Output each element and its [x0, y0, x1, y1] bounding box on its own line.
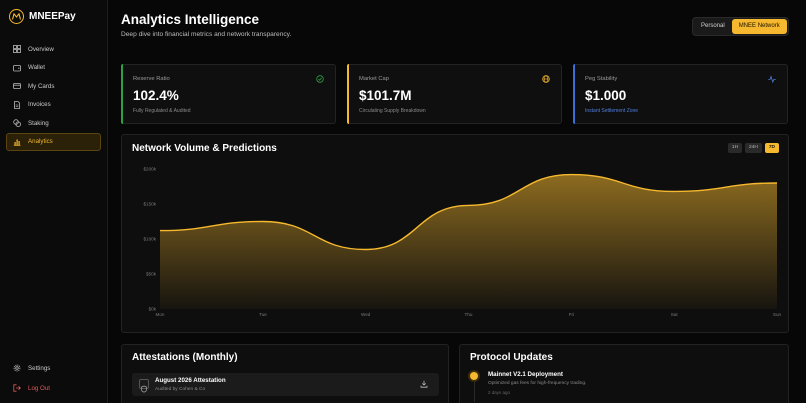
logout-button[interactable]: Log Out	[6, 379, 101, 397]
range-7d[interactable]: 7D	[764, 143, 779, 153]
x-tick-label: Mon	[156, 312, 165, 317]
x-tick-label: Thu	[465, 312, 473, 317]
grid-icon	[13, 45, 21, 53]
range-1h[interactable]: 1H	[727, 143, 743, 153]
protocol-updates-panel: Protocol Updates Mainnet V2.1 Deployment…	[459, 344, 789, 403]
chart-title: Network Volume & Predictions	[132, 143, 277, 154]
attestation-subtitle: Audited by Cohen & Co	[155, 387, 206, 392]
attestations-panel: Attestations (Monthly) August 2026 Attes…	[121, 344, 449, 403]
updates-title: Protocol Updates	[470, 352, 553, 363]
sidebar-item-label: Staking	[28, 119, 49, 127]
logo-icon	[9, 9, 24, 24]
chart-area	[160, 174, 777, 309]
download-icon[interactable]	[420, 380, 428, 388]
sidebar-item-invoices[interactable]: Invoices	[6, 96, 101, 114]
bar-chart-icon	[13, 139, 21, 146]
chart-line	[159, 173, 778, 251]
stat-value: $101.7M	[359, 88, 412, 103]
sidebar-item-label: Wallet	[28, 64, 45, 72]
logout-label: Log Out	[28, 384, 51, 392]
y-tick-label: $50k	[146, 272, 157, 277]
range-24h[interactable]: 24H	[745, 143, 762, 153]
app-name: MNEEPay	[29, 11, 76, 22]
sidebar-item-label: Invoices	[28, 101, 51, 109]
stat-value: $1.000	[585, 88, 627, 103]
update-time: 2 days ago	[488, 390, 511, 395]
attestation-title: August 2026 Attestation	[155, 377, 226, 384]
chart-panel: Network Volume & Predictions 1H 24H 7D $…	[121, 134, 789, 333]
view-toggle: Personal MNEE Network	[692, 17, 789, 36]
sidebar-item-my-cards[interactable]: My Cards	[6, 77, 101, 95]
range-selector: 1H 24H 7D	[727, 143, 779, 153]
stat-card-peg-stability: Peg Stability $1.000 Instant Settlement …	[573, 64, 788, 124]
sidebar: MNEEPay Overview Wallet My Cards Invoice…	[0, 0, 108, 403]
y-tick-label: $100k	[143, 237, 156, 242]
card-accent	[573, 64, 575, 124]
attestation-row[interactable]: August 2026 Attestation Audited by Cohen…	[132, 373, 439, 396]
logo[interactable]: MNEEPay	[9, 9, 76, 24]
timeline-line	[473, 382, 475, 402]
pulse-icon	[768, 75, 776, 83]
update-description: Optimized gas fees for high-frequency tr…	[488, 381, 587, 386]
y-tick-label: $150k	[143, 202, 156, 207]
attestations-title: Attestations (Monthly)	[132, 352, 238, 363]
update-title: Mainnet V2.1 Deployment	[488, 371, 563, 378]
document-icon	[14, 100, 20, 109]
sidebar-item-label: My Cards	[28, 82, 55, 90]
sidebar-bottom: Settings Log Out	[6, 359, 101, 399]
x-tick-label: Tue	[259, 312, 267, 317]
check-circle-icon	[316, 75, 324, 83]
sidebar-item-analytics[interactable]: Analytics	[6, 132, 101, 151]
sidebar-item-label: Analytics	[28, 138, 53, 146]
globe-icon	[542, 75, 550, 83]
stat-value: 102.4%	[133, 88, 179, 103]
stat-label: Peg Stability	[585, 76, 618, 82]
shield-icon	[139, 379, 149, 393]
sidebar-item-label: Overview	[28, 45, 54, 53]
timeline-dot	[470, 372, 478, 380]
logout-icon	[13, 384, 21, 392]
toggle-personal[interactable]: Personal	[701, 23, 725, 29]
page-subtitle: Deep dive into financial metrics and net…	[121, 31, 292, 38]
settings-label: Settings	[28, 364, 51, 372]
stat-note: Circulating Supply Breakdown	[359, 108, 426, 114]
sidebar-item-overview[interactable]: Overview	[6, 40, 101, 58]
x-tick-label: Sun	[773, 312, 782, 317]
y-tick-label: $0k	[149, 307, 157, 312]
card-accent	[347, 64, 349, 124]
settings-button[interactable]: Settings	[6, 359, 101, 377]
y-tick-label: $200k	[143, 167, 156, 172]
gear-icon	[13, 364, 21, 372]
sidebar-item-wallet[interactable]: Wallet	[6, 59, 101, 77]
page-title: Analytics Intelligence	[121, 12, 260, 27]
stat-label: Reserve Ratio	[133, 76, 170, 82]
stat-card-reserve-ratio: Reserve Ratio 102.4% Fully Regulated & A…	[121, 64, 336, 124]
stat-label: Market Cap	[359, 76, 389, 82]
toggle-mnee-network[interactable]: MNEE Network	[731, 19, 787, 34]
stat-note: Fully Regulated & Audited	[133, 108, 191, 114]
wallet-icon	[13, 64, 21, 71]
x-tick-label: Wed	[361, 312, 371, 317]
network-volume-chart: $0k $50k $100k $150k $200k Mon Tue Wed Thu Fri Sat…	[143, 167, 782, 318]
sidebar-nav: Overview Wallet My Cards Invoices Stakin…	[6, 40, 101, 152]
coins-icon	[13, 119, 21, 128]
x-tick-label: Sat	[671, 312, 679, 317]
card-accent	[121, 64, 123, 124]
stat-note: Instant Settlement Zone	[585, 108, 639, 114]
card-icon	[13, 83, 21, 90]
x-tick-label: Fri	[569, 312, 574, 317]
stat-card-market-cap: Market Cap $101.7M Circulating Supply Br…	[347, 64, 562, 124]
sidebar-item-staking[interactable]: Staking	[6, 114, 101, 132]
